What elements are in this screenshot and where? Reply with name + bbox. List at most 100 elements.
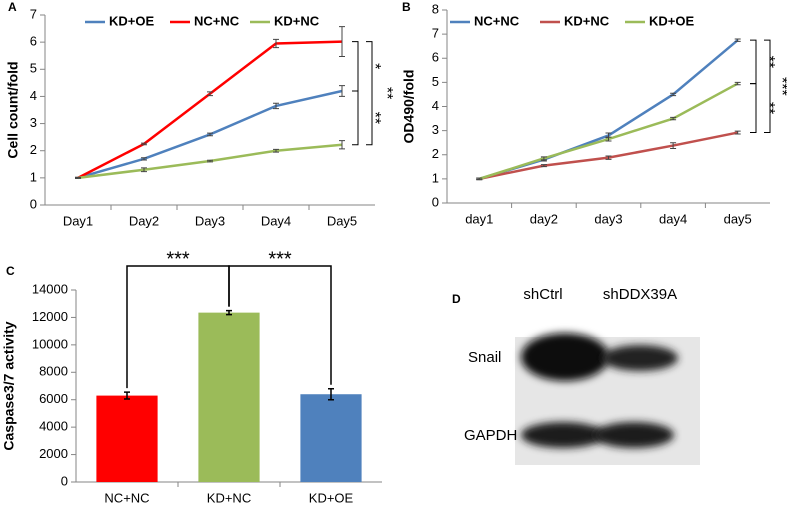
error-bar <box>273 148 279 153</box>
significance-bracket <box>750 39 757 85</box>
significance-bracket <box>352 90 359 146</box>
y-tick-label: 7 <box>30 6 37 21</box>
error-bar <box>670 116 677 121</box>
error-bar <box>226 309 232 316</box>
panel-label: A <box>8 0 17 14</box>
x-tick-label: Day1 <box>63 213 93 228</box>
y-tick-label: 6 <box>432 50 439 65</box>
x-tick-label: Day5 <box>327 213 357 228</box>
y-tick-label: 12000 <box>32 309 68 324</box>
y-tick-label: 4 <box>432 98 439 113</box>
bar <box>198 312 260 482</box>
x-tick-label: Day4 <box>261 213 291 228</box>
error-bar <box>670 142 677 149</box>
error-bar <box>273 38 279 49</box>
significance-label: ** <box>378 87 395 99</box>
legend-label: KD+NC <box>564 13 610 28</box>
y-tick-label: 0 <box>30 196 37 211</box>
significance-label: *** <box>166 248 190 270</box>
error-bar <box>670 92 677 97</box>
panel-label: B <box>402 0 411 14</box>
y-tick-label: 8000 <box>39 364 68 379</box>
bar <box>300 394 362 482</box>
panel-label: D <box>452 292 461 306</box>
y-tick-label: 3 <box>30 115 37 130</box>
bar <box>96 395 158 482</box>
y-tick-label: 6 <box>30 34 37 49</box>
panel-label: C <box>6 264 15 278</box>
significance-label: ** <box>760 56 777 68</box>
legend-label: NC+NC <box>474 13 520 28</box>
error-bar <box>339 26 345 58</box>
y-tick-label: 5 <box>432 74 439 89</box>
error-bar <box>734 130 741 135</box>
error-bar <box>207 132 213 137</box>
y-axis-label: Caspase3/7 activity <box>1 321 17 450</box>
y-tick-label: 4 <box>30 88 37 103</box>
error-bar <box>124 391 130 400</box>
error-bar <box>207 159 213 163</box>
band <box>602 345 678 371</box>
significance-bracket <box>750 83 757 134</box>
error-bar <box>476 177 483 181</box>
y-axis-label: Cell count/fold <box>5 61 21 158</box>
legend-label: KD+OE <box>109 13 154 28</box>
error-bar <box>207 91 213 97</box>
band <box>521 422 605 448</box>
x-tick-label: KD+OE <box>309 490 354 505</box>
y-tick-label: 14000 <box>32 281 68 296</box>
band <box>594 422 674 448</box>
lane-label: shDDX39A <box>603 286 677 303</box>
significance-bracket <box>228 265 332 385</box>
error-bar <box>141 142 147 146</box>
y-tick-label: 0 <box>61 473 68 488</box>
legend-label: KD+NC <box>274 13 320 28</box>
row-label: Snail <box>468 349 501 366</box>
error-bar <box>605 155 612 160</box>
y-tick-label: 0 <box>432 194 439 209</box>
y-tick-label: 10000 <box>32 336 68 351</box>
significance-label: ** <box>760 102 777 114</box>
x-tick-label: Day2 <box>129 213 159 228</box>
y-tick-label: 3 <box>432 122 439 137</box>
western-blot: D shCtrl shDDX39A Snail GAPDH <box>452 286 700 465</box>
significance-bracket <box>352 41 359 92</box>
line <box>77 40 343 179</box>
y-tick-label: 4000 <box>39 419 68 434</box>
error-bar <box>540 164 547 168</box>
y-tick-label: 7 <box>432 26 439 41</box>
x-tick-label: NC+NC <box>104 490 149 505</box>
significance-label: *** <box>773 77 787 96</box>
error-bar <box>328 387 334 401</box>
y-tick-label: 1 <box>30 169 37 184</box>
error-bar <box>339 140 345 150</box>
legend-label: KD+OE <box>649 13 694 28</box>
x-tick-label: KD+NC <box>207 490 251 505</box>
significance-bracket <box>366 41 373 146</box>
error-bar <box>734 38 741 42</box>
y-tick-label: 6000 <box>39 391 68 406</box>
error-bar <box>734 81 741 86</box>
x-tick-label: day5 <box>724 211 752 226</box>
error-bar <box>75 176 81 179</box>
lane-label: shCtrl <box>523 286 562 303</box>
y-tick-label: 2 <box>30 142 37 157</box>
x-tick-label: day1 <box>465 211 493 226</box>
error-bar <box>339 85 345 97</box>
significance-label: ** <box>366 112 383 124</box>
x-tick-label: day2 <box>530 211 558 226</box>
x-tick-label: day4 <box>659 211 687 226</box>
y-axis-label: OD490/fold <box>401 70 417 144</box>
x-tick-label: Day3 <box>195 213 225 228</box>
y-tick-label: 2000 <box>39 446 68 461</box>
error-bar <box>141 167 147 173</box>
significance-bracket <box>764 39 771 134</box>
error-bar <box>540 156 547 161</box>
y-tick-label: 2 <box>432 146 439 161</box>
significance-label: * <box>366 63 383 69</box>
error-bar <box>605 136 612 142</box>
row-label: GAPDH <box>464 427 517 444</box>
band <box>521 333 609 381</box>
significance-label: *** <box>268 248 292 270</box>
